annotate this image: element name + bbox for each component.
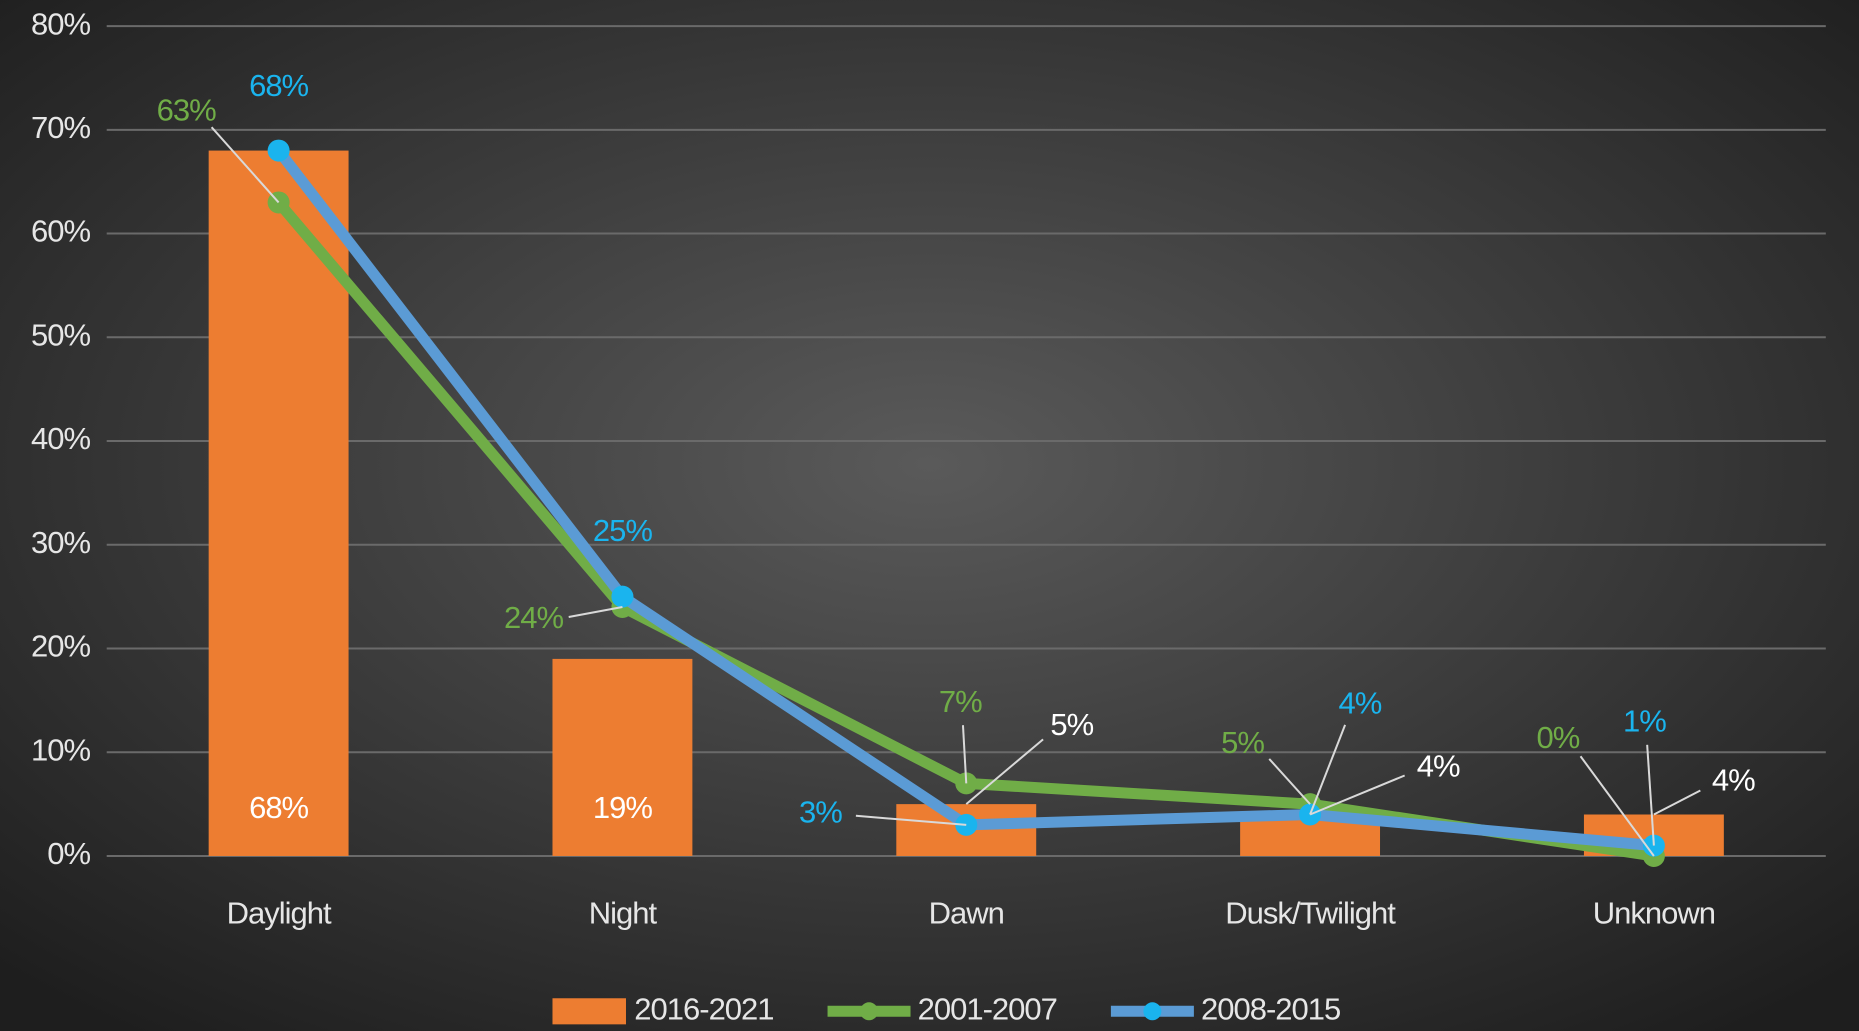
- data-label: 25%: [593, 513, 652, 548]
- legend-swatch: [860, 1002, 879, 1021]
- legend-label: 2001-2007: [918, 991, 1057, 1026]
- legend-swatch: [552, 998, 626, 1025]
- data-label: 5%: [1050, 707, 1093, 742]
- leader-line: [855, 814, 967, 826]
- data-label: 4%: [1338, 686, 1381, 721]
- y-tick-label: 80%: [31, 6, 90, 41]
- y-tick-label: 70%: [31, 110, 90, 145]
- leader-line: [210, 126, 280, 204]
- y-tick-label: 60%: [31, 214, 90, 249]
- y-tick-label: 50%: [31, 317, 90, 352]
- leader-line: [1646, 744, 1655, 846]
- y-tick-label: 10%: [31, 732, 90, 767]
- marker: [611, 585, 634, 608]
- data-label: 7%: [939, 684, 982, 719]
- leader-line: [961, 725, 968, 784]
- data-label: 3%: [799, 794, 842, 829]
- legend-label: 2016-2021: [634, 991, 773, 1026]
- leader-line: [965, 738, 1044, 805]
- data-label: 24%: [504, 600, 563, 635]
- bar: [208, 150, 349, 856]
- y-tick-label: 40%: [31, 421, 90, 456]
- leader-line: [1309, 774, 1406, 816]
- y-tick-label: 30%: [31, 525, 90, 560]
- data-label: 0%: [1536, 720, 1579, 755]
- leader-line: [1653, 789, 1701, 816]
- legend-swatch: [1143, 1002, 1162, 1021]
- leader-line: [1268, 758, 1311, 805]
- x-tick-label: Dusk/Twilight: [1225, 895, 1396, 930]
- data-label: 5%: [1221, 725, 1264, 760]
- data-label: 63%: [157, 93, 216, 128]
- bar: [552, 658, 693, 856]
- x-tick-label: Unknown: [1593, 895, 1715, 930]
- leader-line: [1309, 724, 1347, 815]
- data-label: 4%: [1712, 763, 1755, 798]
- leader-line: [568, 606, 623, 618]
- y-tick-label: 0%: [47, 836, 90, 871]
- data-label: 1%: [1623, 704, 1666, 739]
- marker: [267, 139, 290, 162]
- data-label: 68%: [249, 68, 308, 103]
- data-label: 68%: [249, 790, 308, 825]
- x-tick-label: Night: [589, 895, 658, 930]
- leader-line: [1579, 755, 1655, 857]
- legend-label: 2008-2015: [1201, 991, 1340, 1026]
- y-tick-label: 20%: [31, 629, 90, 664]
- x-tick-label: Dawn: [929, 895, 1004, 930]
- data-label: 4%: [1417, 748, 1460, 783]
- x-tick-label: Daylight: [227, 895, 332, 930]
- data-label: 19%: [593, 790, 652, 825]
